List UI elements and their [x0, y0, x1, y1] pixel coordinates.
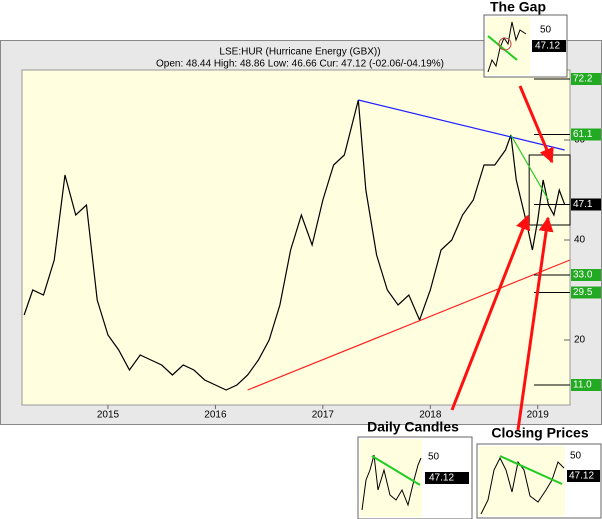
price-label-box	[571, 198, 601, 211]
trend-line	[358, 99, 565, 151]
plot: 2015201620172018201920406072.261.147.133…	[23, 73, 601, 421]
y-tick-label: 40	[574, 235, 586, 246]
price-label: 29.5	[573, 287, 593, 298]
inset-tick: 50	[540, 25, 552, 36]
chart-subtitle: Open: 48.44 High: 48.86 Low: 46.66 Cur: …	[156, 59, 444, 70]
inset-candles: Daily Candles 50 47.12	[357, 419, 473, 519]
price-label: 72.2	[573, 74, 593, 85]
price-label-box	[571, 128, 601, 141]
inset-line	[361, 454, 422, 511]
price-label-box	[571, 73, 601, 85]
trend-line	[247, 259, 571, 391]
price-label-box	[571, 269, 601, 281]
inset-price-box	[532, 40, 566, 52]
inset-price-box	[567, 470, 600, 482]
plot-area	[21, 69, 571, 406]
inset-trend	[487, 35, 518, 61]
inset-gap: The Gap 50 47.12	[483, 0, 568, 78]
arrow	[518, 85, 554, 164]
inset-price: 47.12	[535, 41, 560, 52]
x-tick-label: 2017	[312, 410, 335, 421]
inset-plot	[479, 446, 565, 516]
arrow	[516, 216, 554, 431]
inset-title: The Gap	[490, 0, 546, 15]
x-tick-label: 2015	[97, 410, 120, 421]
price-label-box	[571, 379, 601, 391]
inset-title: Daily Candles	[367, 419, 459, 435]
inset-circle	[498, 37, 512, 51]
inset-plot	[360, 439, 422, 517]
inset-line	[487, 21, 527, 73]
inset-trend	[371, 455, 421, 486]
price-label-box	[571, 286, 601, 299]
inset-plot	[486, 17, 530, 75]
inset-tick: 50	[428, 452, 440, 463]
inset-title: Closing Prices	[491, 425, 588, 441]
price-label: 47.1	[573, 199, 593, 210]
inset-price: 47.12	[569, 471, 594, 482]
price-line	[23, 99, 566, 391]
x-tick-label: 2016	[204, 410, 227, 421]
inset-price-box	[425, 472, 469, 484]
arrows	[450, 85, 554, 431]
price-label: 11.0	[573, 380, 592, 391]
trend-line	[510, 134, 550, 201]
y-tick-label: 20	[574, 335, 586, 346]
chart-title: LSE:HUR (Hurricane Energy (GBX))	[219, 47, 380, 58]
inset-price: 47.12	[429, 473, 454, 484]
x-tick-label: 2018	[419, 410, 442, 421]
price-label: 33.0	[573, 270, 593, 281]
inset-closing: Closing Prices 50 47.12	[476, 425, 602, 519]
inset-trend	[499, 455, 563, 485]
inset-tick: 50	[570, 451, 582, 462]
price-label: 61.1	[573, 129, 593, 140]
x-tick-label: 2019	[527, 410, 550, 421]
arrow	[450, 214, 531, 411]
